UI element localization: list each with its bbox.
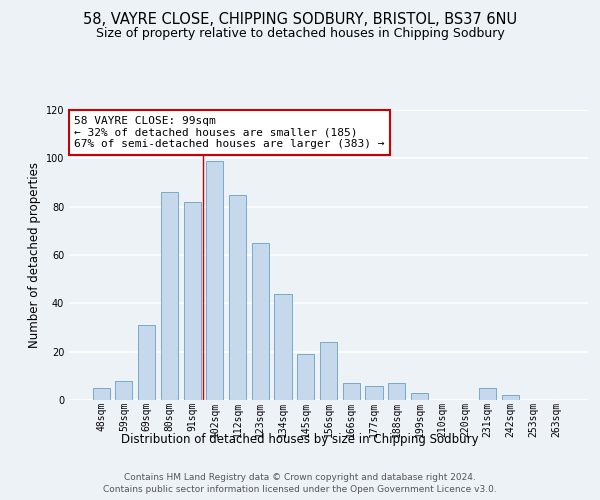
Bar bbox=[229, 194, 246, 400]
Text: 58 VAYRE CLOSE: 99sqm
← 32% of detached houses are smaller (185)
67% of semi-det: 58 VAYRE CLOSE: 99sqm ← 32% of detached … bbox=[74, 116, 385, 149]
Bar bbox=[297, 354, 314, 400]
Bar bbox=[479, 388, 496, 400]
Bar bbox=[365, 386, 383, 400]
Bar bbox=[138, 325, 155, 400]
Bar bbox=[161, 192, 178, 400]
Bar bbox=[320, 342, 337, 400]
Bar bbox=[206, 161, 223, 400]
Bar bbox=[274, 294, 292, 400]
Bar bbox=[252, 243, 269, 400]
Text: Size of property relative to detached houses in Chipping Sodbury: Size of property relative to detached ho… bbox=[95, 28, 505, 40]
Bar bbox=[343, 383, 360, 400]
Text: Contains public sector information licensed under the Open Government Licence v3: Contains public sector information licen… bbox=[103, 485, 497, 494]
Bar bbox=[502, 395, 519, 400]
Bar bbox=[115, 380, 133, 400]
Text: Contains HM Land Registry data © Crown copyright and database right 2024.: Contains HM Land Registry data © Crown c… bbox=[124, 472, 476, 482]
Bar bbox=[184, 202, 200, 400]
Y-axis label: Number of detached properties: Number of detached properties bbox=[28, 162, 41, 348]
Bar bbox=[92, 388, 110, 400]
Text: Distribution of detached houses by size in Chipping Sodbury: Distribution of detached houses by size … bbox=[121, 432, 479, 446]
Text: 58, VAYRE CLOSE, CHIPPING SODBURY, BRISTOL, BS37 6NU: 58, VAYRE CLOSE, CHIPPING SODBURY, BRIST… bbox=[83, 12, 517, 28]
Bar bbox=[388, 383, 405, 400]
Bar bbox=[411, 393, 428, 400]
